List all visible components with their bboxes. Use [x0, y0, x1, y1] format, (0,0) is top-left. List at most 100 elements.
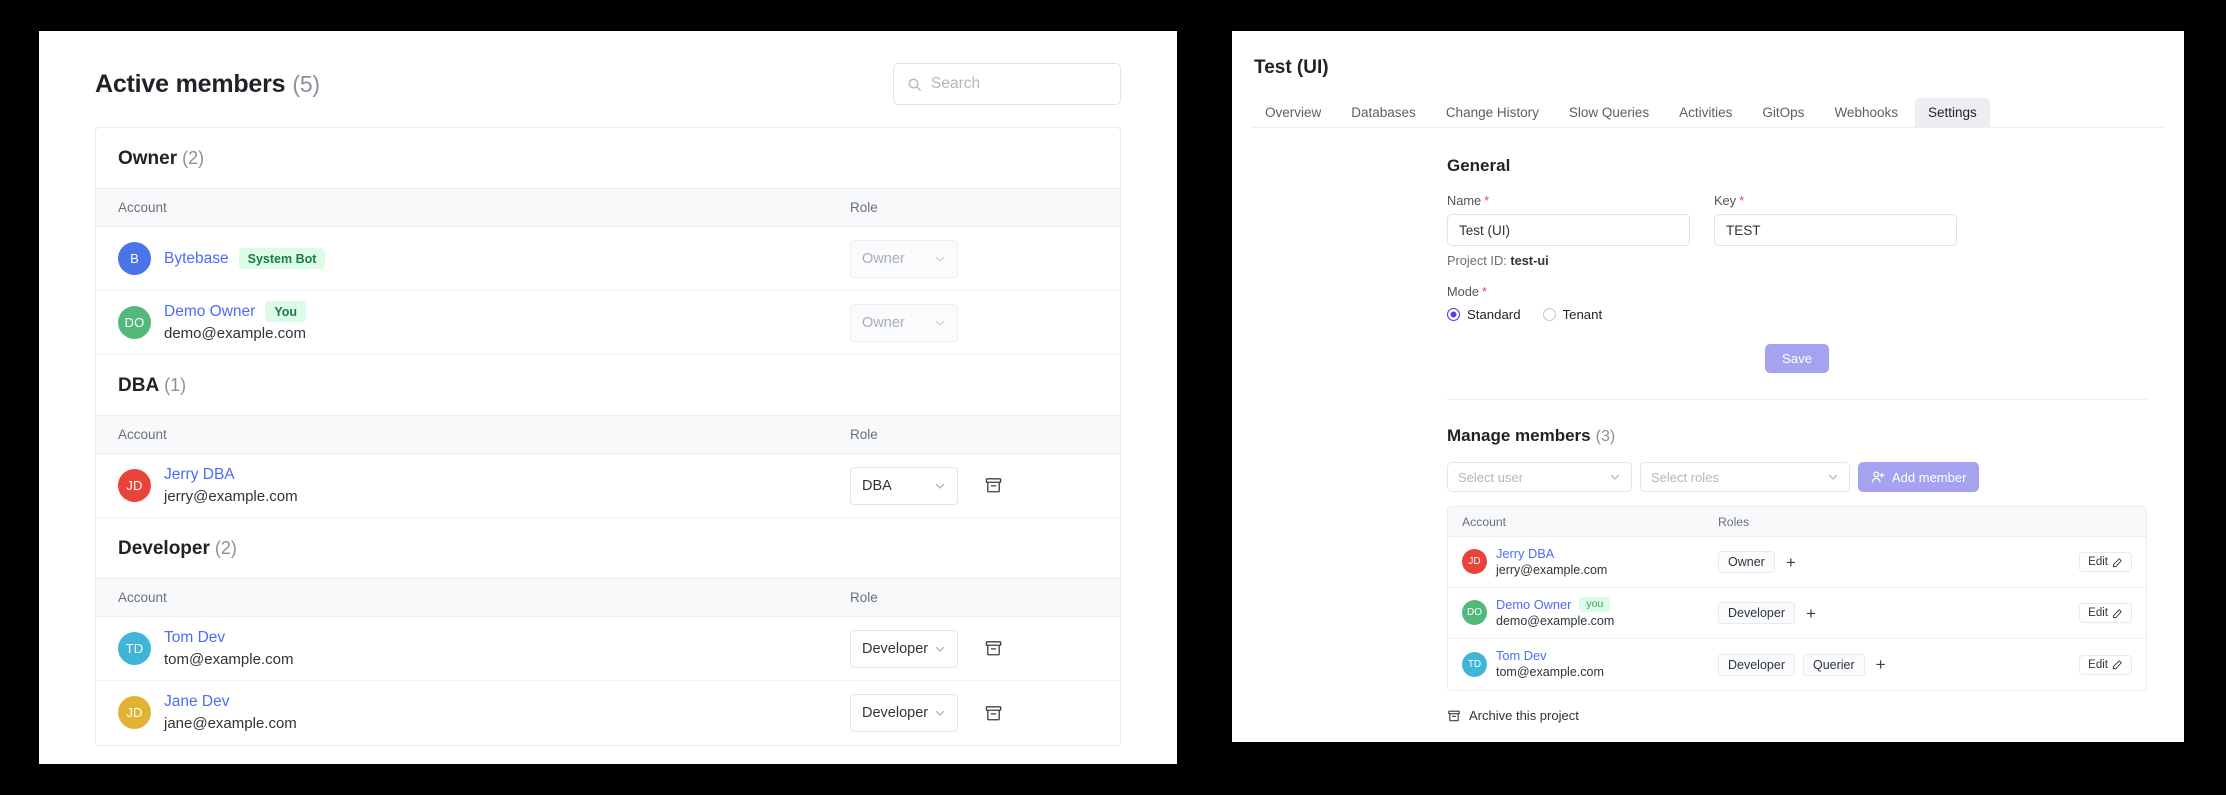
chevron-down-icon: [1610, 474, 1620, 480]
tab-slow-queries[interactable]: Slow Queries: [1568, 105, 1650, 120]
name-label: Name *: [1447, 193, 1690, 208]
member-email: demo@example.com: [1496, 613, 1615, 628]
table-row: B Bytebase System Bot Owner: [96, 227, 1120, 291]
mode-radio-label: Tenant: [1562, 307, 1603, 322]
member-name[interactable]: Demo Owner: [164, 302, 256, 320]
member-name[interactable]: Demo Owner: [1496, 596, 1572, 612]
member-account-cell: DO Demo Owner you demo@example.com: [1448, 597, 1718, 630]
select-roles-dropdown[interactable]: Select roles: [1640, 462, 1850, 492]
role-chip[interactable]: Developer: [1718, 653, 1795, 676]
table-row: JD Jerry DBA jerry@example.com Owner + Edit: [1448, 537, 2146, 588]
search-input[interactable]: [931, 75, 1101, 93]
member-name[interactable]: Tom Dev: [164, 628, 226, 646]
mode-field-group: Mode * Standard Tenant: [1447, 284, 2147, 322]
required-marker: *: [1482, 284, 1487, 299]
member-name[interactable]: Jerry DBA: [1496, 545, 1555, 561]
tab-gitops[interactable]: GitOps: [1762, 105, 1805, 120]
member-email: demo@example.com: [164, 325, 306, 343]
avatar: DO: [1462, 600, 1487, 626]
mode-radio-standard[interactable]: Standard: [1447, 307, 1521, 322]
table-row: JD Jerry DBA jerry@example.com DBA: [96, 454, 1120, 518]
panel-header: Active members (5): [95, 31, 1121, 127]
member-roles-cell: Developer +: [1718, 602, 2046, 624]
role-dropdown[interactable]: Developer: [850, 629, 958, 668]
project-name-input[interactable]: [1447, 214, 1690, 246]
archive-project-label: Archive this project: [1469, 708, 1579, 723]
chevron-down-icon: [1828, 474, 1838, 480]
member-group-title: Owner (2): [96, 128, 1120, 189]
edit-member-button[interactable]: Edit: [2079, 552, 2132, 572]
member-email: jerry@example.com: [1496, 562, 1608, 577]
edit-member-label: Edit: [2088, 607, 2108, 619]
archive-project-link[interactable]: Archive this project: [1447, 708, 2147, 723]
pencil-icon: [2112, 608, 2122, 618]
role-dropdown-value: Owner: [862, 250, 905, 267]
chevron-down-icon: [935, 710, 945, 716]
table-row: TD Tom Dev tom@example.com Developer Querier…: [1448, 639, 2146, 690]
member-group-title: DBA (1): [96, 355, 1120, 416]
avatar: B: [118, 242, 151, 275]
avatar: JD: [118, 696, 151, 730]
avatar: JD: [118, 468, 151, 502]
add-member-button[interactable]: Add member: [1858, 462, 1980, 492]
member-account-cell: JD Jane Dev jane@example.com: [96, 692, 850, 733]
mode-radio-label: Standard: [1467, 307, 1521, 322]
member-name[interactable]: Tom Dev: [1496, 648, 1547, 664]
member-name[interactable]: Jane Dev: [164, 693, 230, 711]
project-settings-panel: Test (UI) Overview Databases Change Histor…: [1232, 31, 2184, 742]
tab-change-history[interactable]: Change History: [1445, 105, 1539, 120]
remove-member-button[interactable]: [984, 704, 1003, 723]
tab-overview[interactable]: Overview: [1265, 105, 1322, 120]
role-dropdown[interactable]: DBA: [850, 466, 958, 505]
role-dropdown[interactable]: Developer: [850, 694, 958, 732]
edit-member-button[interactable]: Edit: [2079, 654, 2132, 675]
tab-databases[interactable]: Databases: [1351, 105, 1416, 120]
general-form: Name* Project ID: test-ui Key*: [1447, 193, 2147, 268]
project-key-input[interactable]: [1714, 214, 1957, 246]
tab-settings[interactable]: Settings: [1914, 98, 1990, 128]
add-role-button[interactable]: +: [1875, 655, 1886, 674]
role-dropdown: Owner: [850, 303, 958, 342]
member-identity: Demo Owner You demo@example.com: [164, 301, 306, 343]
archive-box-icon: [985, 641, 1002, 656]
member-role-cell: Owner: [850, 303, 1120, 342]
edit-member-label: Edit: [2088, 556, 2108, 568]
save-button[interactable]: Save: [1764, 344, 1830, 373]
remove-member-button[interactable]: [984, 476, 1003, 495]
add-role-button[interactable]: +: [1785, 552, 1796, 572]
member-account-cell: TD Tom Dev tom@example.com: [96, 628, 850, 669]
table-row: DO Demo Owner you demo@example.com Developer…: [1448, 588, 2146, 639]
tab-activities[interactable]: Activities: [1679, 105, 1733, 120]
select-user-dropdown[interactable]: Select user: [1447, 462, 1632, 492]
edit-member-button[interactable]: Edit: [2079, 603, 2132, 623]
role-dropdown-value: Developer: [862, 705, 929, 721]
mode-radio-tenant[interactable]: Tenant: [1542, 307, 1603, 322]
member-name[interactable]: Jerry DBA: [164, 465, 235, 483]
member-account-cell: JD Jerry DBA jerry@example.com: [96, 465, 850, 506]
role-chip[interactable]: Owner: [1718, 551, 1775, 573]
project-id-readout: Project ID: test-ui: [1447, 253, 1690, 268]
member-email: jane@example.com: [164, 715, 297, 733]
column-header-account: Account: [1462, 514, 1507, 529]
remove-member-button[interactable]: [984, 639, 1003, 658]
members-table: Owner (2) Account Role B Bytebase System Bot Ow…: [95, 127, 1121, 746]
member-role-cell: Developer: [850, 629, 1120, 668]
tab-webhooks[interactable]: Webhooks: [1834, 105, 1898, 120]
column-header-account: Account: [118, 200, 167, 215]
member-group-count: (1): [164, 375, 187, 395]
role-chip[interactable]: Developer: [1718, 602, 1795, 624]
member-identity: Tom Dev tom@example.com: [1496, 648, 1604, 681]
members-header-row: Account Role: [96, 579, 1120, 617]
project-tabs: Overview Databases Change History Slow Quer…: [1252, 98, 2164, 128]
role-chip[interactable]: Querier: [1802, 653, 1865, 676]
add-member-controls: Select user Select roles Add member: [1447, 462, 2147, 492]
radio-dot-icon: [1447, 308, 1460, 321]
manage-members-table: Account Roles JD Jerry DBA jerry@example.c…: [1447, 506, 2147, 691]
required-marker: *: [1739, 193, 1745, 208]
search-box[interactable]: [893, 63, 1121, 105]
add-role-button[interactable]: +: [1805, 603, 1816, 623]
status-badge: System Bot: [238, 248, 326, 269]
member-name-line: Jane Dev: [164, 692, 297, 712]
member-name[interactable]: Bytebase: [164, 249, 229, 267]
